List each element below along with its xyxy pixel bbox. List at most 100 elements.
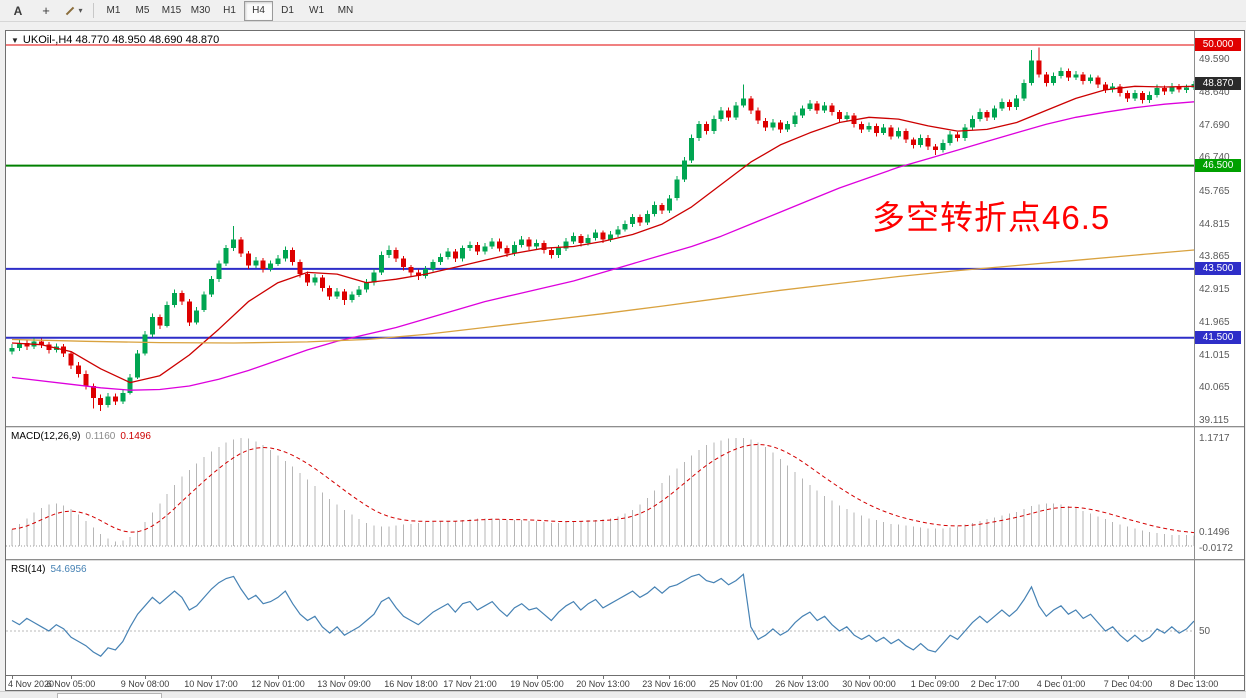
panel-splitter[interactable] [6,559,1244,561]
time-axis-label: 19 Nov 05:00 [510,679,564,689]
timeframe-m30-button[interactable]: M30 [190,5,211,16]
rsi-panel [6,562,1195,675]
time-axis-label: 1 Dec 09:00 [910,679,960,689]
time-axis-label: 8 Dec 13:00 [1169,679,1219,689]
time-axis-label: 16 Nov 18:00 [384,679,438,689]
time-axis-label: 30 Nov 00:00 [842,679,896,689]
time-axis-tick [12,676,13,679]
chart-widget: ▼ UKOil-,H4 48.770 48.950 48.690 48.870 多… [5,30,1245,691]
timeframe-h4-button[interactable]: H4 [244,0,273,21]
time-axis[interactable]: 4 Nov 2020 6 Nov 05:00 9 Nov 08:00 10 Nov 1… [6,675,1244,690]
time-axis-tick [869,676,870,679]
time-axis-label: 4 Dec 01:00 [1036,679,1086,689]
timeframe-d1-button[interactable]: D1 [281,5,294,16]
macd-histogram [11,437,1195,546]
toolbar-separator [93,3,94,18]
time-axis-tick [1128,676,1129,679]
price-badge-46.500: 46.500 [1195,159,1241,172]
time-axis-tick [603,676,604,679]
time-axis-label: 23 Nov 16:00 [642,679,696,689]
price-axis-label: 41.965 [1199,317,1230,328]
time-axis-tick [1194,676,1195,679]
ma-fast-red [11,85,1195,384]
price-axis-label: 41.015 [1199,350,1230,361]
time-axis-tick [211,676,212,679]
price-axis-label: 39.115 [1199,415,1229,426]
time-axis-label: 17 Nov 21:00 [443,679,497,689]
annotation-text[interactable]: 多空转折点46.5 [872,199,1111,236]
crosshair-tool-button[interactable]: + [32,1,60,21]
timeframe-m5-button[interactable]: M5 [135,5,150,16]
price-badge-41.500: 41.500 [1195,331,1241,344]
timeframe-mn-button[interactable]: MN [337,5,354,16]
crosshair-icon: + [42,3,50,18]
price-axis[interactable]: 49.590 48.640 47.690 46.740 45.765 44.815 43.8… [1195,31,1244,675]
price-axis-label: 44.815 [1199,219,1230,230]
time-axis-label: 25 Nov 01:00 [709,679,763,689]
time-axis-tick [470,676,471,679]
timeframe-w1-button[interactable]: W1 [309,5,324,16]
rsi-value: 54.6956 [50,564,87,575]
timeframe-m15-button[interactable]: M15 [161,5,182,16]
status-bar [0,691,1246,698]
time-axis-tick [344,676,345,679]
price-axis-label: 40.065 [1199,382,1230,393]
time-axis-tick [278,676,279,679]
price-axis-label: 42.915 [1199,284,1230,295]
time-axis-label: 2 Dec 17:00 [970,679,1020,689]
macd-signal-value: 0.1496 [120,431,151,442]
time-axis-label: 6 Nov 05:00 [46,679,96,689]
macd-indicator-label: MACD(12,26,9) 0.1160 0.1496 [11,431,151,442]
candles [9,47,1197,411]
dropdown-arrow-icon[interactable]: ▼ [11,36,19,45]
price-axis-label: 45.765 [1199,186,1230,197]
rsi-line [11,573,1195,657]
time-axis-tick [1061,676,1062,679]
price-axis-label: 47.690 [1199,120,1230,131]
text-tool-button[interactable]: A [4,1,32,21]
main-chart-svg [6,44,1197,411]
time-axis-label: 20 Nov 13:00 [576,679,630,689]
draw-tools-button[interactable]: ▾ [60,1,88,21]
time-axis-label: 26 Nov 13:00 [775,679,829,689]
time-axis-tick [802,676,803,679]
time-axis-tick [71,676,72,679]
time-axis-tick [995,676,996,679]
macd-main-value: 0.1160 [85,431,116,442]
time-axis-label: 4 Nov 2020 [8,679,55,689]
timeframe-m1-button[interactable]: M1 [106,5,121,16]
panel-splitter[interactable] [6,426,1244,428]
macd-svg [6,437,1195,547]
price-axis-separator [1194,31,1195,675]
ma-slow-orange [11,249,1195,344]
timeframe-h1-button[interactable]: H1 [223,5,236,16]
rsi-axis-label: 50 [1199,626,1211,637]
toolbar: A + ▾ M1 M5 M15 M30 H1 H4 D1 W1 MN [0,0,1246,22]
time-axis-tick [145,676,146,679]
price-axis-label: 48.640 [1199,87,1230,98]
time-axis-label: 7 Dec 04:00 [1103,679,1153,689]
chevron-down-icon: ▾ [78,6,83,15]
macd-signal-line [11,443,1195,534]
time-axis-label: 10 Nov 17:00 [184,679,238,689]
macd-axis-label: 0.1496 [1199,527,1230,538]
macd-axis-label: 1.1717 [1199,433,1230,444]
macd-panel [6,429,1195,559]
chart-title-text: UKOil-,H4 48.770 48.950 48.690 48.870 [22,34,220,46]
price-axis-label: 46.740 [1199,152,1230,163]
time-axis-tick [537,676,538,679]
time-axis-label: 13 Nov 09:00 [317,679,371,689]
main-chart-panel [6,31,1197,426]
price-axis-label: 43.865 [1199,251,1230,262]
rsi-svg [6,573,1195,657]
macd-axis-label: -0.0172 [1199,543,1233,554]
time-axis-tick [736,676,737,679]
price-badge-48.870: 48.870 [1195,77,1241,90]
time-axis-tick [669,676,670,679]
time-axis-label: 9 Nov 08:00 [120,679,170,689]
time-axis-tick [411,676,412,679]
time-axis-label: 12 Nov 01:00 [251,679,305,689]
rsi-name: RSI(14) [11,564,46,575]
profile-box[interactable] [57,693,162,698]
